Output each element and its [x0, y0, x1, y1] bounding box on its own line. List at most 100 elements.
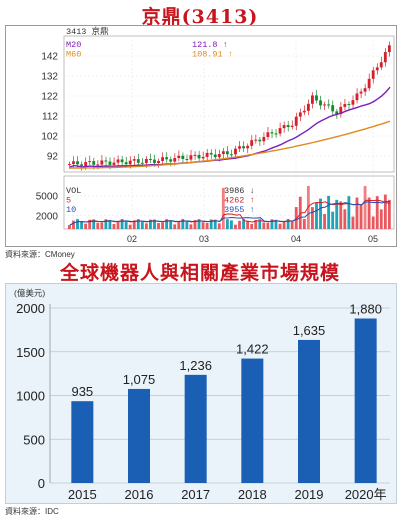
candle-body [298, 112, 302, 117]
candle-body [68, 164, 71, 165]
ma60-line [70, 120, 391, 169]
candle-body [217, 154, 221, 158]
candle-body [136, 159, 140, 163]
volume-bar [347, 196, 351, 229]
candle-body [230, 154, 233, 156]
volume-bar [230, 220, 233, 229]
candle-body [88, 161, 92, 163]
x-tick-label: 2017 [181, 487, 210, 502]
volume-bar [100, 222, 104, 229]
ma-legend-label: M20 [66, 40, 81, 50]
bar [184, 374, 207, 483]
candle-body [149, 158, 152, 160]
candle-body [319, 100, 322, 106]
candle-body [92, 161, 96, 165]
bar-value-label: 1,236 [179, 358, 212, 373]
candle-body [242, 146, 245, 149]
candle-body [221, 151, 225, 155]
candle-body [331, 105, 335, 112]
candle-body [383, 52, 387, 63]
volume-bar [323, 214, 326, 229]
candle-body [140, 162, 144, 164]
stock-header: 3413 京鼎 [66, 26, 109, 37]
volume-bar [161, 222, 164, 229]
candle-body [124, 162, 128, 165]
volume-bar [181, 219, 185, 229]
price-tick-label: 142 [41, 52, 58, 63]
volume-bar [278, 223, 282, 229]
candle-body [323, 104, 326, 106]
candle-body [359, 91, 363, 94]
volume-bar [124, 220, 128, 229]
candle-body [327, 104, 331, 106]
volume-bar [104, 219, 108, 229]
volume-bar [274, 219, 278, 229]
volume-bar [108, 219, 112, 229]
bar [354, 318, 377, 483]
bar-value-label: 935 [71, 384, 93, 399]
volume-panel [63, 175, 395, 230]
candle-body [294, 116, 298, 126]
candle-body [286, 125, 290, 128]
candle-body [201, 156, 205, 159]
volume-bar [302, 219, 306, 229]
candle-body [76, 161, 79, 165]
candle-body [335, 111, 339, 115]
bar [241, 358, 264, 483]
volume-bar [80, 221, 83, 229]
candle-body [84, 162, 88, 166]
candle-body [375, 67, 379, 71]
volume-bar [351, 216, 355, 229]
ma20-line [69, 86, 391, 168]
volume-bar [315, 203, 318, 229]
candle-body [128, 160, 132, 165]
candle-body [144, 158, 148, 164]
candle-body [258, 139, 262, 142]
volume-bar [387, 199, 391, 229]
price-tick-label: 102 [41, 132, 58, 143]
y-tick-label: 2000 [16, 301, 45, 316]
candle-body [116, 159, 120, 163]
volume-bar [221, 187, 225, 229]
volume-bar [144, 223, 148, 229]
price-tick-label: 112 [42, 112, 58, 123]
x-tick-label: 2016 [125, 487, 154, 502]
volume-bar [169, 220, 173, 229]
candle-body [347, 104, 351, 106]
candle-body [371, 70, 375, 79]
vol-legend-label: 5 [66, 196, 71, 206]
candle-body [108, 161, 112, 165]
volume-bar [132, 220, 136, 229]
price-tick-label: 122 [41, 92, 58, 103]
candle-body [100, 160, 104, 165]
volume-bar [193, 220, 197, 229]
volume-bar [282, 221, 286, 229]
volume-bar [246, 221, 250, 229]
bar-chart-svg: (億美元) 0 500 1000 1500 2000 935 2015 1,075 2016 1,2… [14, 288, 390, 502]
volume-bar [213, 219, 217, 229]
bar [128, 388, 150, 483]
vol-legend-value: 3986 ↓ [224, 186, 255, 196]
candle-body [157, 160, 160, 163]
candle-body [355, 93, 359, 101]
vol-legend-label: 10 [66, 205, 76, 215]
price-panel [63, 35, 395, 173]
volume-bar [311, 207, 314, 229]
volume-bar [157, 223, 160, 229]
x-tick-label: 2018 [238, 487, 267, 502]
vol-legend-value: 4262 ↑ [224, 196, 255, 206]
candle-body [177, 155, 181, 159]
bar-source: 資料來源：IDC [5, 507, 59, 516]
volume-bar [197, 219, 201, 229]
candle-body [278, 128, 282, 134]
volume-bar [371, 216, 375, 229]
candle-body [173, 158, 177, 162]
candle-body [246, 145, 250, 149]
candle-body [363, 88, 367, 92]
volume-bar [92, 219, 96, 229]
volume-bar [238, 220, 241, 229]
volume-bar [327, 195, 331, 229]
candle-body [96, 164, 100, 166]
candle-body [205, 152, 209, 157]
volume-tick-label: 2000 [36, 211, 59, 222]
